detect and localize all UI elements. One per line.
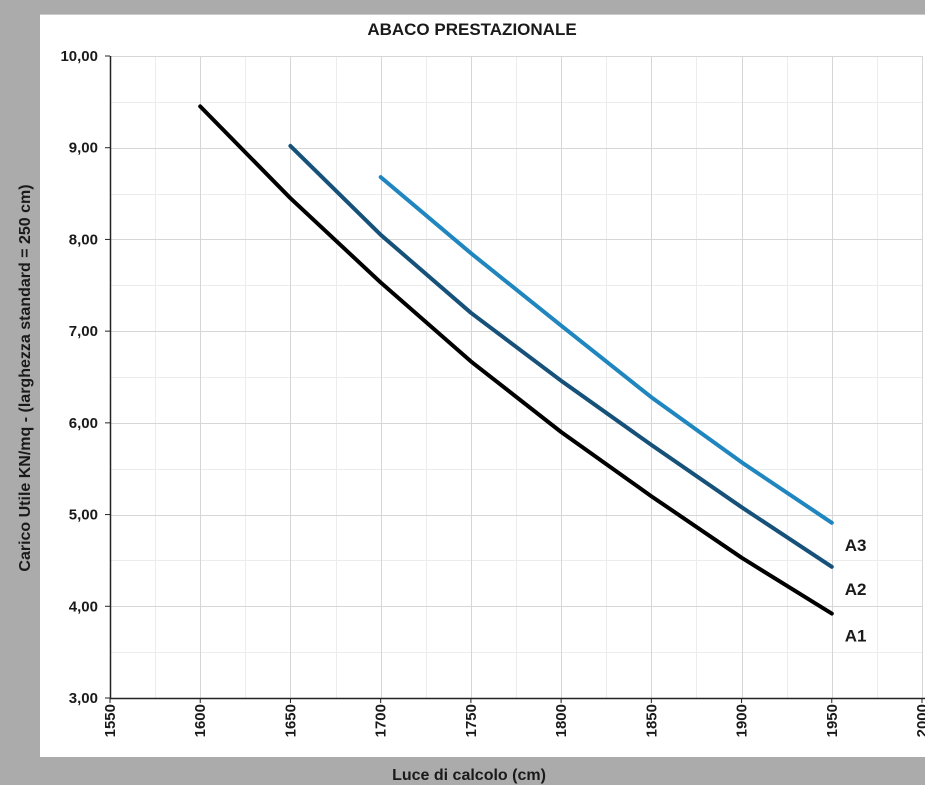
- chart-title: ABACO PRESTAZIONALE: [367, 20, 576, 39]
- chart-frame-top: [0, 0, 925, 14]
- x-tick-label: 1600: [192, 704, 209, 737]
- y-tick-labels: 3,00 4,00 5,00 6,00 7,00 8,00 9,00 10,00: [60, 48, 110, 707]
- major-gridlines: [110, 56, 923, 698]
- y-tick-label: 10,00: [60, 48, 98, 65]
- series-label-a1: A1: [845, 627, 867, 646]
- x-tick-label: 1700: [373, 704, 390, 737]
- series-label-a3: A3: [845, 536, 867, 555]
- series-line-a3: [378, 175, 834, 525]
- x-axis-title: Luce di calcolo (cm): [392, 767, 546, 784]
- y-tick-label: 8,00: [69, 231, 98, 248]
- series-lines: [198, 104, 834, 616]
- x-tick-label: 2000: [914, 704, 925, 737]
- series-line-a2: [288, 143, 834, 569]
- plot-panel: [40, 14, 925, 757]
- x-tick-label: 1900: [734, 704, 751, 737]
- chart-frame-left: [0, 0, 40, 785]
- series-label-a2: A2: [845, 580, 867, 599]
- y-tick-label: 7,00: [69, 323, 98, 340]
- y-axis-title: Carico Utile KN/mq - (larghezza standard…: [17, 184, 34, 571]
- x-tick-label: 1550: [102, 704, 119, 737]
- y-tick-label: 4,00: [69, 598, 98, 615]
- x-tick-label: 1800: [553, 704, 570, 737]
- series-line-a1: [198, 104, 834, 616]
- x-tick-label: 1950: [824, 704, 841, 737]
- y-tick-label: 3,00: [69, 690, 98, 707]
- y-tick-label: 5,00: [69, 507, 98, 524]
- x-tick-label: 1650: [282, 704, 299, 737]
- y-tick-label: 6,00: [69, 415, 98, 432]
- x-tick-labels: 1550 1600 1650 1700 1750 1800 1850 1900 1950 2000: [102, 698, 925, 737]
- chart-frame-bottom: [0, 757, 925, 785]
- y-tick-label: 9,00: [69, 140, 98, 157]
- x-tick-label: 1850: [643, 704, 660, 737]
- minor-gridlines: [110, 56, 922, 698]
- series-labels: A1 A2 A3: [845, 536, 867, 646]
- x-tick-label: 1750: [463, 704, 480, 737]
